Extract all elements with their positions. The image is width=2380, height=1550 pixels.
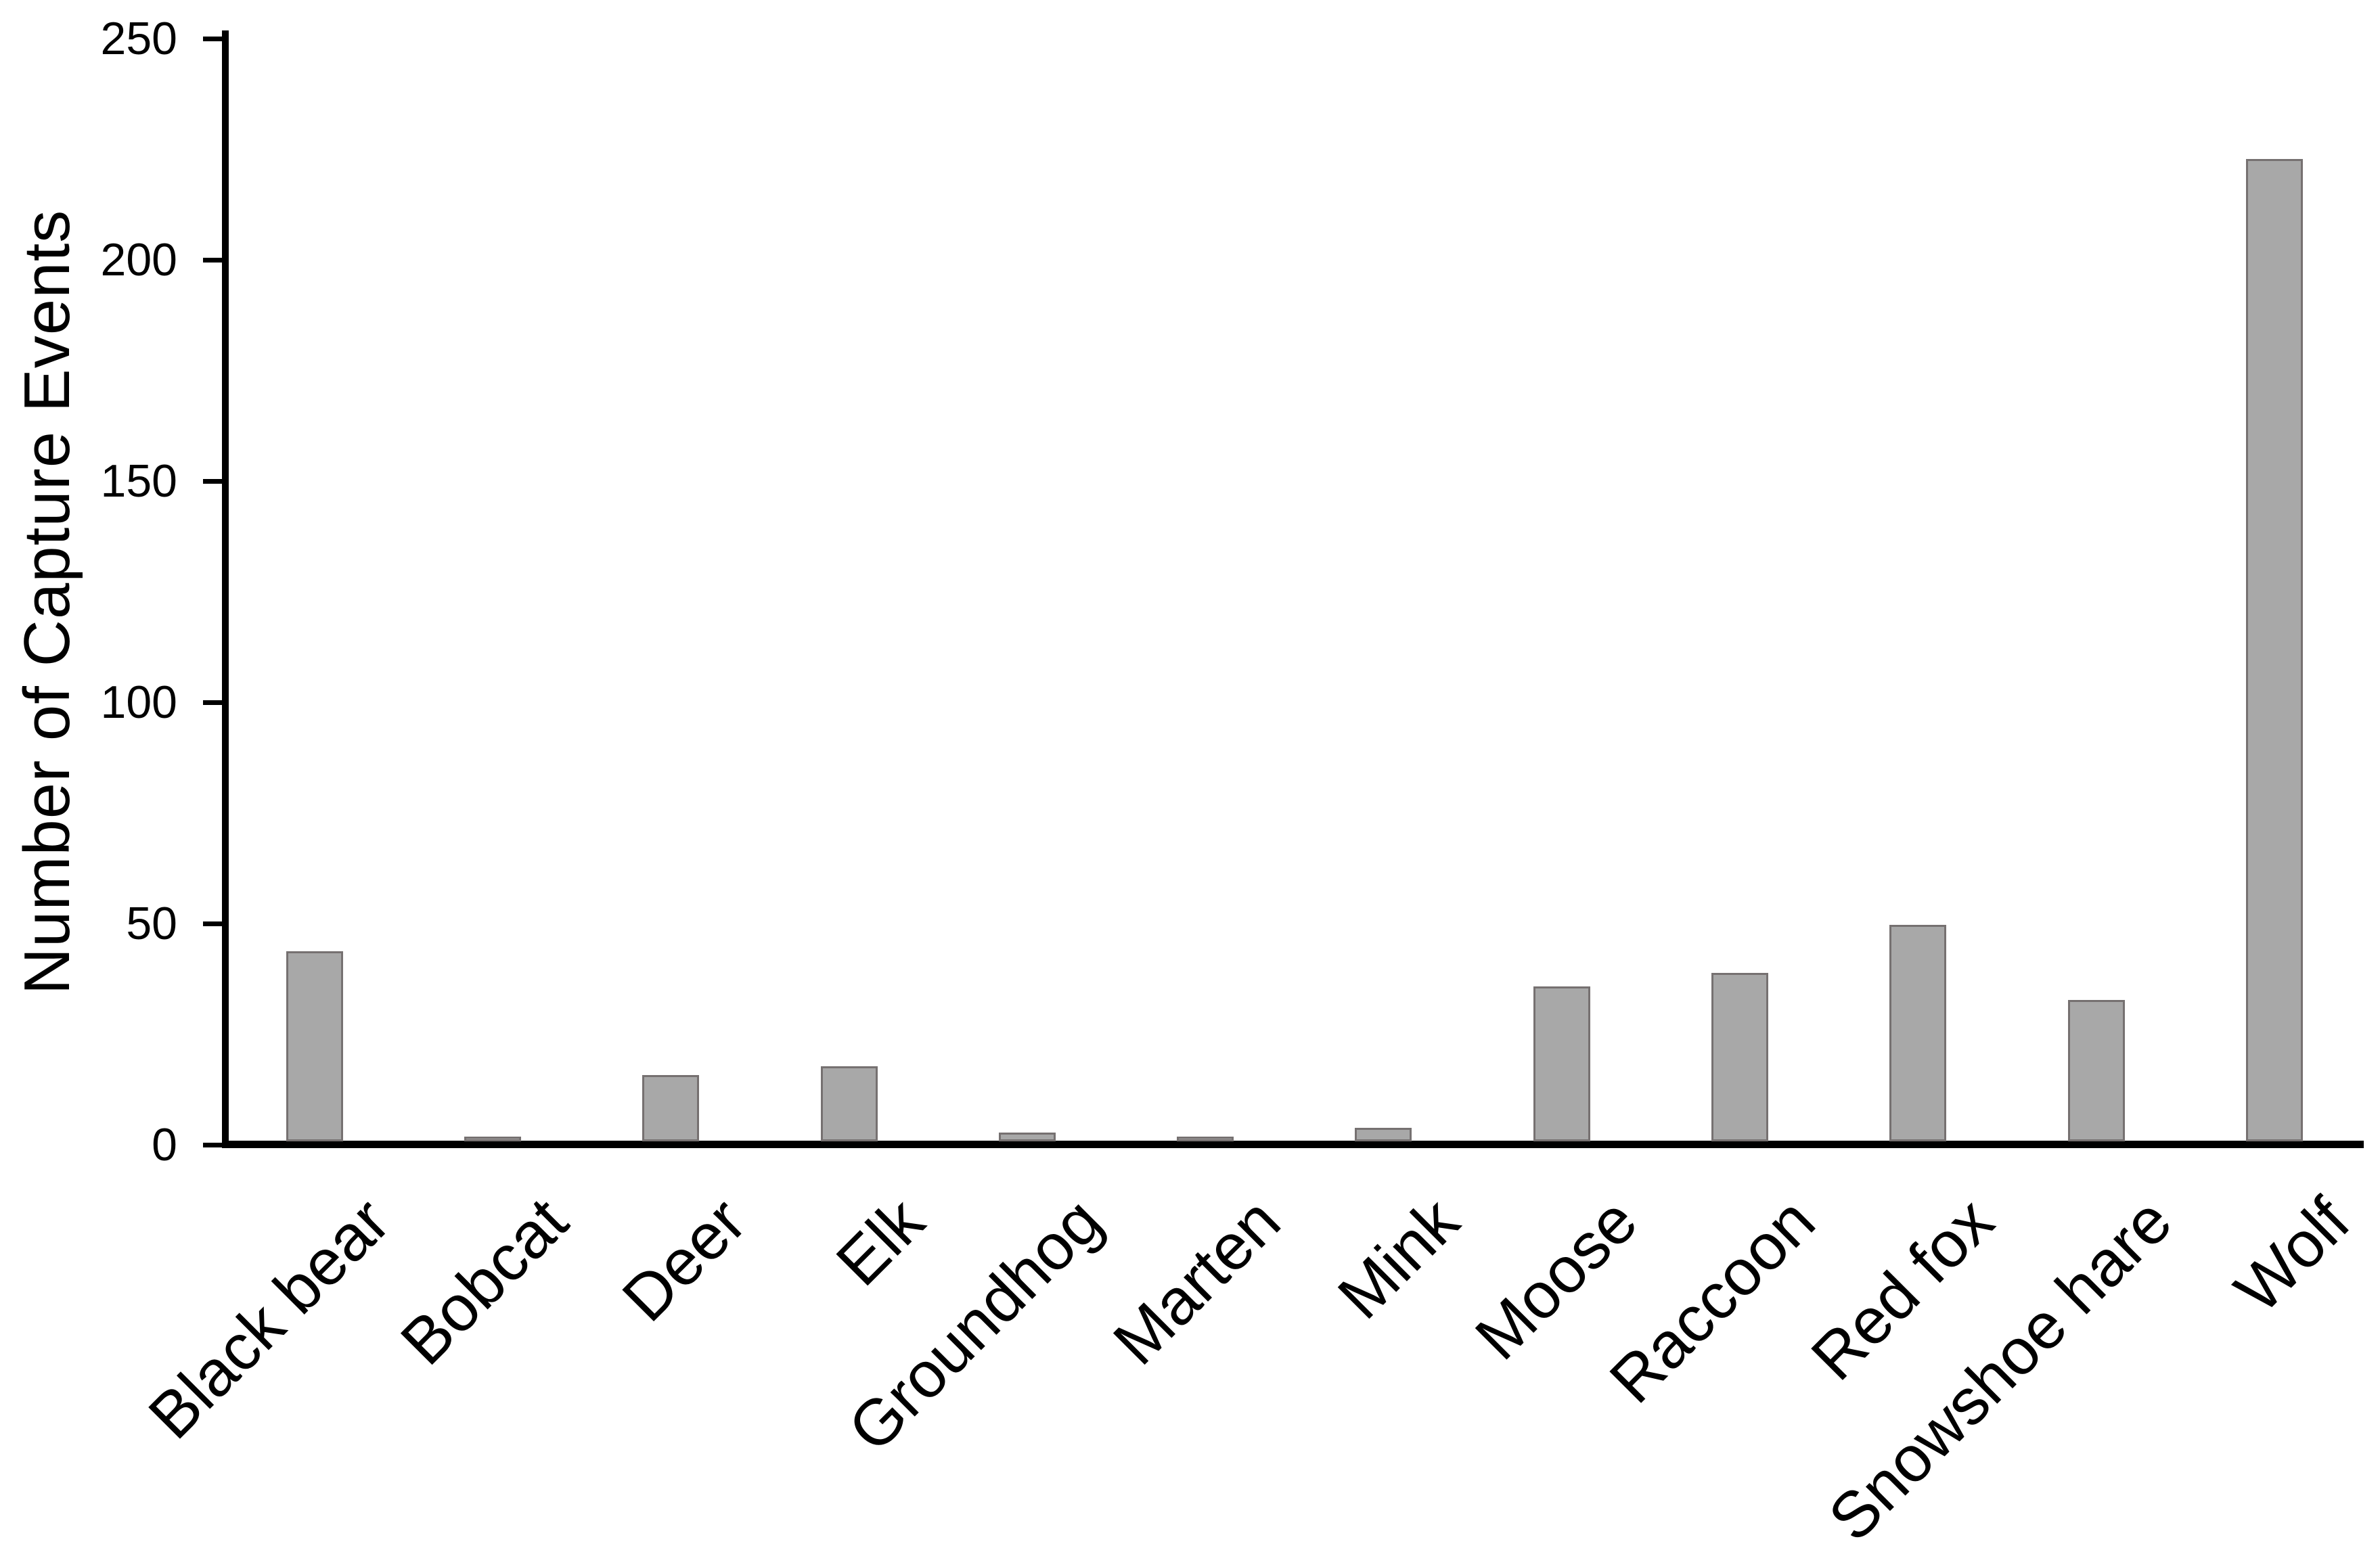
bar-raccoon	[1711, 973, 1768, 1141]
y-tick-mark	[203, 257, 222, 263]
bar-bobcat	[464, 1137, 521, 1141]
bar-snowshoe-hare	[2068, 1000, 2125, 1141]
bar-black-bear	[286, 951, 343, 1141]
x-label-bobcat: Bobcat	[387, 1184, 582, 1379]
x-axis-line	[222, 1141, 2364, 1148]
y-tick-label: 250	[100, 13, 177, 64]
y-axis-title: Number of Capture Events	[11, 209, 83, 995]
y-tick-label: 0	[152, 1119, 177, 1170]
bar-elk	[821, 1066, 878, 1141]
x-label-mink: Mink	[1324, 1184, 1473, 1333]
bar-mink	[1355, 1128, 1412, 1141]
y-tick-mark	[203, 478, 222, 484]
y-tick-label: 150	[100, 455, 177, 507]
y-axis-line	[222, 30, 229, 1148]
x-label-marten: Marten	[1100, 1184, 1295, 1379]
bar-moose	[1533, 986, 1590, 1141]
y-tick-mark	[203, 921, 222, 926]
y-tick-mark	[203, 1142, 222, 1147]
bar-red-fox	[1889, 925, 1946, 1141]
y-tick-mark	[203, 700, 222, 705]
x-label-black-bear: Black bear	[135, 1184, 404, 1453]
bar-deer	[642, 1075, 699, 1141]
y-tick-mark	[203, 36, 222, 41]
y-tick-label: 200	[100, 234, 177, 286]
y-tick-label: 50	[126, 898, 177, 949]
bar-groundhog	[999, 1133, 1056, 1141]
bar-marten	[1177, 1137, 1234, 1141]
y-tick-label: 100	[100, 677, 177, 728]
x-label-deer: Deer	[608, 1184, 760, 1336]
x-label-wolf: Wolf	[2221, 1184, 2364, 1327]
bar-wolf	[2246, 159, 2303, 1141]
x-label-elk: Elk	[822, 1184, 938, 1300]
